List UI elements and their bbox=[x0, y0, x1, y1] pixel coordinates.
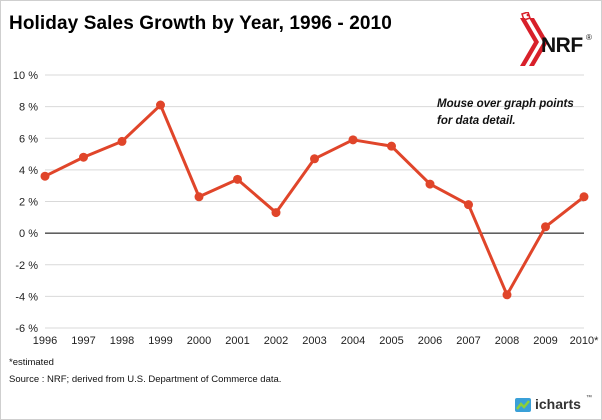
data-point[interactable] bbox=[40, 171, 50, 181]
logo-registered-mark: ® bbox=[586, 33, 592, 42]
logo-text: NRF bbox=[541, 34, 583, 57]
chart-title: Holiday Sales Growth by Year, 1996 - 201… bbox=[9, 13, 392, 34]
x-tick-label: 2004 bbox=[341, 335, 365, 347]
y-tick-label: 10 % bbox=[13, 70, 38, 82]
source-note: Source : NRF; derived from U.S. Departme… bbox=[9, 374, 282, 385]
series-layer bbox=[40, 100, 589, 300]
footnote: *estimated bbox=[9, 357, 54, 368]
x-axis-ticks: 1996 1997 1998 1999 2000 2001 2002 2003 2004 2005… bbox=[33, 335, 599, 347]
data-point[interactable] bbox=[425, 179, 435, 189]
hover-hint-annotation: Mouse over graph points for data detail. bbox=[437, 98, 574, 127]
x-tick-label: 2005 bbox=[379, 335, 403, 347]
nrf-logo: NRF ® bbox=[514, 11, 594, 66]
y-tick-label: -4 % bbox=[15, 291, 38, 303]
x-tick-label: 2003 bbox=[302, 335, 326, 347]
y-tick-label: 6 % bbox=[19, 133, 38, 145]
data-point[interactable] bbox=[117, 136, 127, 146]
data-point[interactable] bbox=[502, 290, 512, 300]
data-point[interactable] bbox=[271, 208, 281, 218]
x-tick-label: 1996 bbox=[33, 335, 57, 347]
y-axis-ticks: 10 % 8 % 6 % 4 % 2 % 0 % -2 % -4 % -6 % bbox=[13, 70, 38, 335]
x-tick-label: 2007 bbox=[456, 335, 480, 347]
data-point[interactable] bbox=[348, 135, 358, 145]
data-point[interactable] bbox=[541, 222, 550, 232]
y-tick-label: 4 % bbox=[19, 165, 38, 177]
y-tick-label: 0 % bbox=[19, 228, 38, 240]
x-tick-label: 2009 bbox=[533, 335, 557, 347]
x-tick-label: 2006 bbox=[418, 335, 442, 347]
data-point[interactable] bbox=[387, 141, 396, 151]
series-line bbox=[44, 103, 585, 297]
x-tick-label: 1997 bbox=[71, 335, 95, 347]
data-point[interactable] bbox=[194, 192, 204, 202]
x-tick-label: 1998 bbox=[110, 335, 134, 347]
icharts-logo-icon bbox=[515, 398, 531, 412]
data-point[interactable] bbox=[233, 174, 242, 184]
icharts-trademark: ™ bbox=[586, 395, 592, 401]
y-tick-label: -6 % bbox=[15, 323, 38, 335]
data-point[interactable] bbox=[310, 154, 319, 164]
data-point[interactable] bbox=[79, 152, 88, 162]
nrf-logo-icon bbox=[520, 11, 548, 66]
y-tick-label: 8 % bbox=[19, 102, 38, 114]
x-tick-label: 2010* bbox=[570, 335, 599, 347]
x-tick-label: 2008 bbox=[495, 335, 519, 347]
data-point[interactable] bbox=[579, 192, 589, 202]
y-tick-label: -2 % bbox=[15, 260, 38, 272]
data-point[interactable] bbox=[156, 100, 165, 110]
x-tick-label: 2002 bbox=[264, 335, 288, 347]
y-tick-label: 2 % bbox=[19, 197, 38, 209]
x-tick-label: 2001 bbox=[225, 335, 249, 347]
data-point[interactable] bbox=[464, 200, 473, 210]
x-tick-label: 1999 bbox=[148, 335, 172, 347]
icharts-wordmark: icharts bbox=[535, 396, 581, 412]
x-tick-label: 2000 bbox=[187, 335, 211, 347]
